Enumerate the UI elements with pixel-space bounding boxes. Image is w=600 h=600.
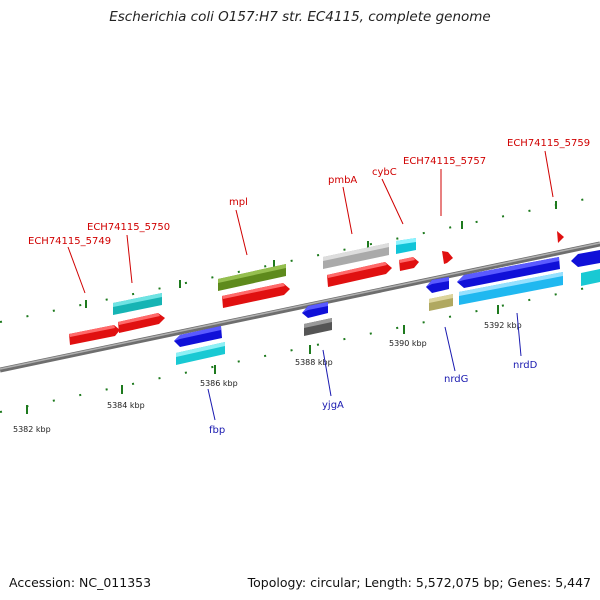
scale-label-5388: 5388 kbp — [295, 358, 333, 367]
scale-label-5384: 5384 kbp — [107, 401, 145, 410]
label-ECH74115_5749: ECH74115_5749 — [28, 236, 111, 247]
gene-cybC-cyan[interactable] — [396, 238, 416, 254]
gene-fbp-blue[interactable] — [174, 326, 222, 347]
gene-ECH74115_5750-teal[interactable] — [113, 293, 162, 315]
gene-nrdD-cyan[interactable] — [459, 272, 563, 305]
gene-mpl-red[interactable] — [222, 283, 290, 308]
scale-label-5382: 5382 kbp — [13, 425, 51, 434]
gene-ECH74115_5757[interactable] — [442, 251, 453, 264]
gene-ECH74115_5759[interactable] — [557, 231, 564, 243]
label-nrdD: nrdD — [513, 360, 538, 371]
label-ECH74115_5757: ECH74115_5757 — [403, 156, 486, 167]
upper-scale-track — [0, 195, 600, 323]
genome-summary-text: Topology: circular; Length: 5,572,075 bp… — [247, 575, 591, 590]
reverse-genes — [174, 250, 600, 365]
top-label-lines — [67, 150, 554, 294]
page-title: Escherichia coli O157:H7 str. EC4115, co… — [109, 9, 491, 25]
label-ECH74115_5759: ECH74115_5759 — [507, 138, 590, 149]
forward-genes — [69, 231, 564, 345]
gene-yjgA-blue[interactable] — [302, 302, 328, 318]
gene-pmbA-red[interactable] — [327, 262, 392, 287]
label-yjgA: yjgA — [322, 400, 344, 411]
gene-ECH74115_5750-red[interactable] — [118, 313, 165, 333]
genome-backbone — [0, 241, 600, 373]
label-nrdG: nrdG — [444, 374, 468, 385]
gene-edge-blue[interactable] — [571, 250, 600, 267]
gene-yjgA-gray[interactable] — [304, 318, 332, 336]
scale-label-5390: 5390 kbp — [389, 339, 427, 348]
scale-label-5386: 5386 kbp — [200, 379, 238, 388]
gene-mpl-olive[interactable] — [218, 264, 286, 291]
label-cybC: cybC — [372, 167, 397, 178]
gene-fbp-cyan[interactable] — [176, 342, 225, 365]
lower-scale-track — [0, 284, 600, 413]
gene-nrdD-blue[interactable] — [457, 257, 560, 288]
gene-nrdG-blue[interactable] — [426, 277, 449, 293]
label-fbp: fbp — [209, 425, 225, 436]
scale-labels: 5382 kbp 5384 kbp 5386 kbp 5388 kbp 5390… — [13, 321, 522, 434]
accession-text: Accession: NC_011353 — [9, 575, 152, 590]
gene-cybC-red[interactable] — [399, 257, 419, 271]
top-labels: ECH74115_5749 ECH74115_5750 mpl pmbA cyb… — [28, 138, 590, 247]
label-pmbA: pmbA — [328, 175, 357, 186]
major-ticks — [26, 201, 557, 414]
bottom-label-lines — [207, 312, 522, 421]
gene-pmbA-gray[interactable] — [323, 243, 389, 269]
label-ECH74115_5750: ECH74115_5750 — [87, 222, 170, 233]
scale-label-5392: 5392 kbp — [484, 321, 522, 330]
gene-ECH74115_5749[interactable] — [69, 325, 120, 345]
gene-edge-cyan[interactable] — [581, 269, 600, 286]
label-mpl: mpl — [229, 197, 248, 208]
bottom-labels: fbp yjgA nrdG nrdD — [209, 360, 538, 436]
gene-nrdG-khaki[interactable] — [429, 294, 453, 311]
